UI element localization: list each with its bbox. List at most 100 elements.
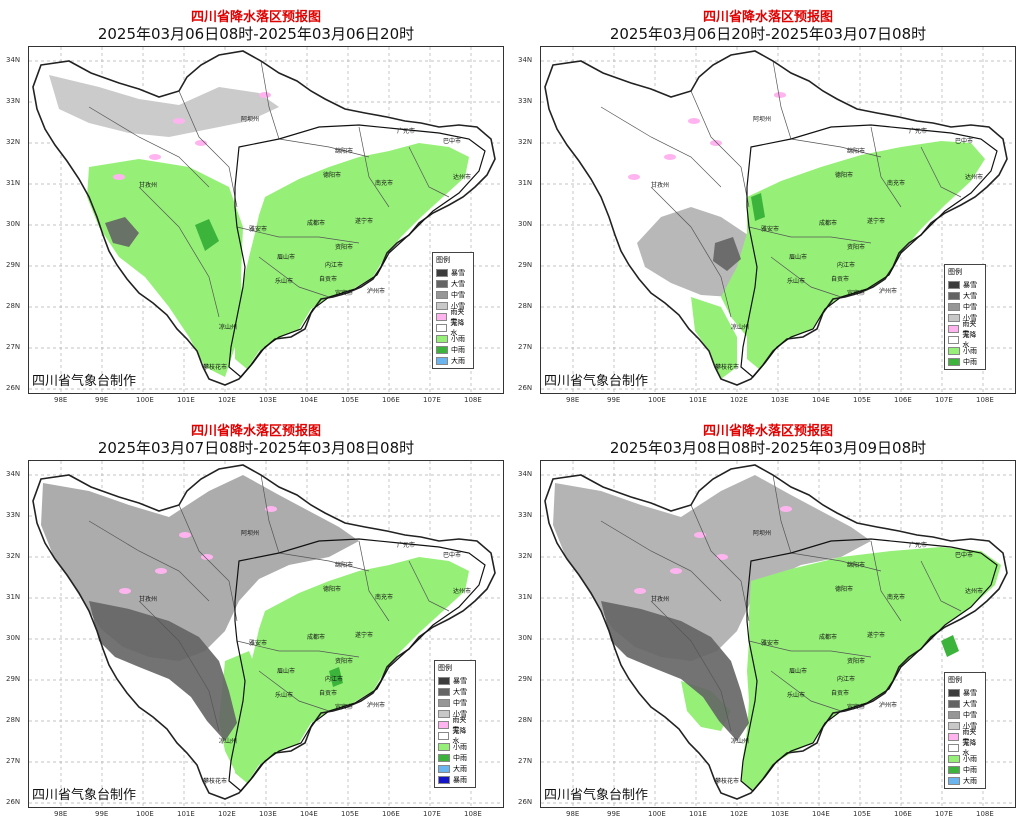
longitude-label: 105E: [341, 396, 359, 404]
city-label: 眉山市: [789, 253, 807, 261]
latitude-label: 29N: [518, 261, 533, 269]
issuer-credit: 四川省气象台制作: [544, 788, 649, 803]
legend-swatch: [438, 764, 450, 773]
latitude-label: 31N: [518, 179, 533, 187]
longitude-label: 104E: [300, 396, 318, 404]
county-boundary: [920, 146, 962, 198]
legend-label: 大雪: [453, 687, 467, 696]
city-label: 眉山市: [277, 253, 295, 261]
heavy-snow-area: [105, 217, 139, 247]
county-boundary: [650, 600, 732, 732]
sleet-area: [113, 174, 125, 180]
city-label: 雅安市: [249, 639, 267, 647]
county-boundary: [358, 540, 390, 622]
map-area: 阿坝州 广元市 巴中市 绵阳市 甘孜州 德阳市 南充市 达州市 成都市 遂宁市 雅安市 资阳市 眉山市内…: [540, 46, 1016, 394]
legend-item: 暴雪: [948, 279, 982, 290]
legend-item: 小雪: [948, 720, 982, 731]
legend-item: 大雪: [438, 686, 472, 697]
legend-swatch: [436, 268, 448, 277]
legend-label: 小雪: [451, 301, 465, 310]
longitude-label: 102E: [218, 810, 236, 818]
sleet-area: [201, 554, 213, 560]
province-boundary: [32, 50, 496, 386]
longitude-label: 98E: [566, 396, 580, 404]
sleet-area: [259, 92, 271, 98]
issuer-credit: 四川省气象台制作: [544, 374, 649, 389]
longitude-label: 102E: [218, 396, 236, 404]
light-rain-area: [87, 159, 243, 377]
legend-swatch: [948, 721, 960, 730]
county-boundary: [358, 126, 390, 208]
legend-label: 无降水: [450, 318, 465, 337]
latitude-label: 31N: [518, 593, 533, 601]
issuer-credit: 四川省气象台制作: [32, 788, 137, 803]
legend-swatch: [438, 775, 450, 784]
latitude-label: 31N: [6, 593, 21, 601]
city-label: 自贡市: [831, 275, 849, 283]
legend-swatch: [436, 334, 448, 343]
county-boundary: [748, 226, 872, 244]
legend-swatch: [438, 731, 450, 740]
legend-swatch: [948, 291, 960, 300]
county-boundary: [260, 60, 280, 140]
sleet-area: [155, 568, 167, 574]
sleet-area: [634, 588, 646, 594]
city-label: 南充市: [375, 179, 393, 187]
latitude-label: 27N: [518, 343, 533, 351]
city-label: 内江市: [837, 261, 855, 269]
latitude-label: 28N: [518, 302, 533, 310]
legend-swatch: [436, 301, 448, 310]
light-rain-area: [721, 141, 985, 369]
legend-item: 雨夹雪: [438, 716, 472, 734]
county-boundary: [278, 138, 370, 158]
longitude-label: 99E: [95, 396, 109, 404]
legend-swatch: [948, 313, 960, 322]
city-label: 攀枝花市: [715, 777, 739, 785]
city-label: 眉山市: [789, 667, 807, 675]
map-area: 阿坝州 广元市 巴中市 绵阳市 甘孜州 德阳市 南充市 达州市 成都市 遂宁市 雅安市 资阳市 眉山市内…: [28, 460, 504, 808]
county-boundary: [88, 106, 210, 188]
map-area: 阿坝州 广元市 巴中市 绵阳市 甘孜州 德阳市 南充市 达州市 成都市 遂宁市 雅安市 资阳市 眉山市内…: [540, 460, 1016, 808]
panel-time-range: 2025年03月06日20时-2025年03月07日08时: [609, 25, 927, 43]
county-boundary: [138, 600, 220, 732]
latitude-label: 34N: [518, 470, 533, 478]
longitude-label: 99E: [95, 810, 109, 818]
legend-item: 无降水: [948, 739, 982, 757]
sleet-area: [628, 174, 640, 180]
legend-label: 中雪: [963, 302, 977, 311]
city-label: 宜宾市: [847, 703, 865, 711]
county-boundary: [236, 226, 360, 244]
sleet-area: [149, 154, 161, 160]
legend-item: 小雪: [948, 312, 982, 323]
legend-label: 小雨: [963, 346, 977, 355]
city-label: 南充市: [375, 593, 393, 601]
county-boundary: [790, 552, 882, 572]
map-area: 阿坝州 广元市 巴中市 绵阳市 甘孜州 德阳市 南充市 达州市 成都市 遂宁市 雅安市 资阳市 眉山市内…: [28, 46, 504, 394]
legend-label: 小雪: [963, 313, 977, 322]
longitude-label: 98E: [54, 396, 68, 404]
legend-item: 暴雪: [438, 675, 472, 686]
latitude-label: 33N: [518, 511, 533, 519]
legend-swatch: [438, 709, 450, 718]
legend-swatch: [436, 356, 448, 365]
city-label: 资阳市: [335, 243, 353, 251]
county-boundary: [920, 560, 962, 612]
latitude-label: 26N: [6, 798, 21, 806]
city-label: 乐山市: [275, 691, 293, 699]
latitude-label: 30N: [6, 220, 21, 228]
longitude-label: 100E: [648, 810, 666, 818]
latitude-label: 27N: [6, 757, 21, 765]
latitude-label: 33N: [6, 511, 21, 519]
legend-label: 大雪: [451, 279, 465, 288]
longitude-label: 102E: [730, 396, 748, 404]
county-boundary: [770, 670, 842, 712]
panel-title: 四川省降水落区预报图: [190, 424, 321, 439]
latitude-label: 28N: [6, 716, 21, 724]
latitude-label: 33N: [6, 97, 21, 105]
longitude-label: 106E: [894, 396, 912, 404]
latitude-label: 28N: [518, 716, 533, 724]
legend-item: 中雨: [436, 344, 470, 355]
legend-label: 暴雪: [963, 280, 977, 289]
city-label: 绵阳市: [847, 147, 865, 155]
city-label: 雅安市: [761, 639, 779, 647]
